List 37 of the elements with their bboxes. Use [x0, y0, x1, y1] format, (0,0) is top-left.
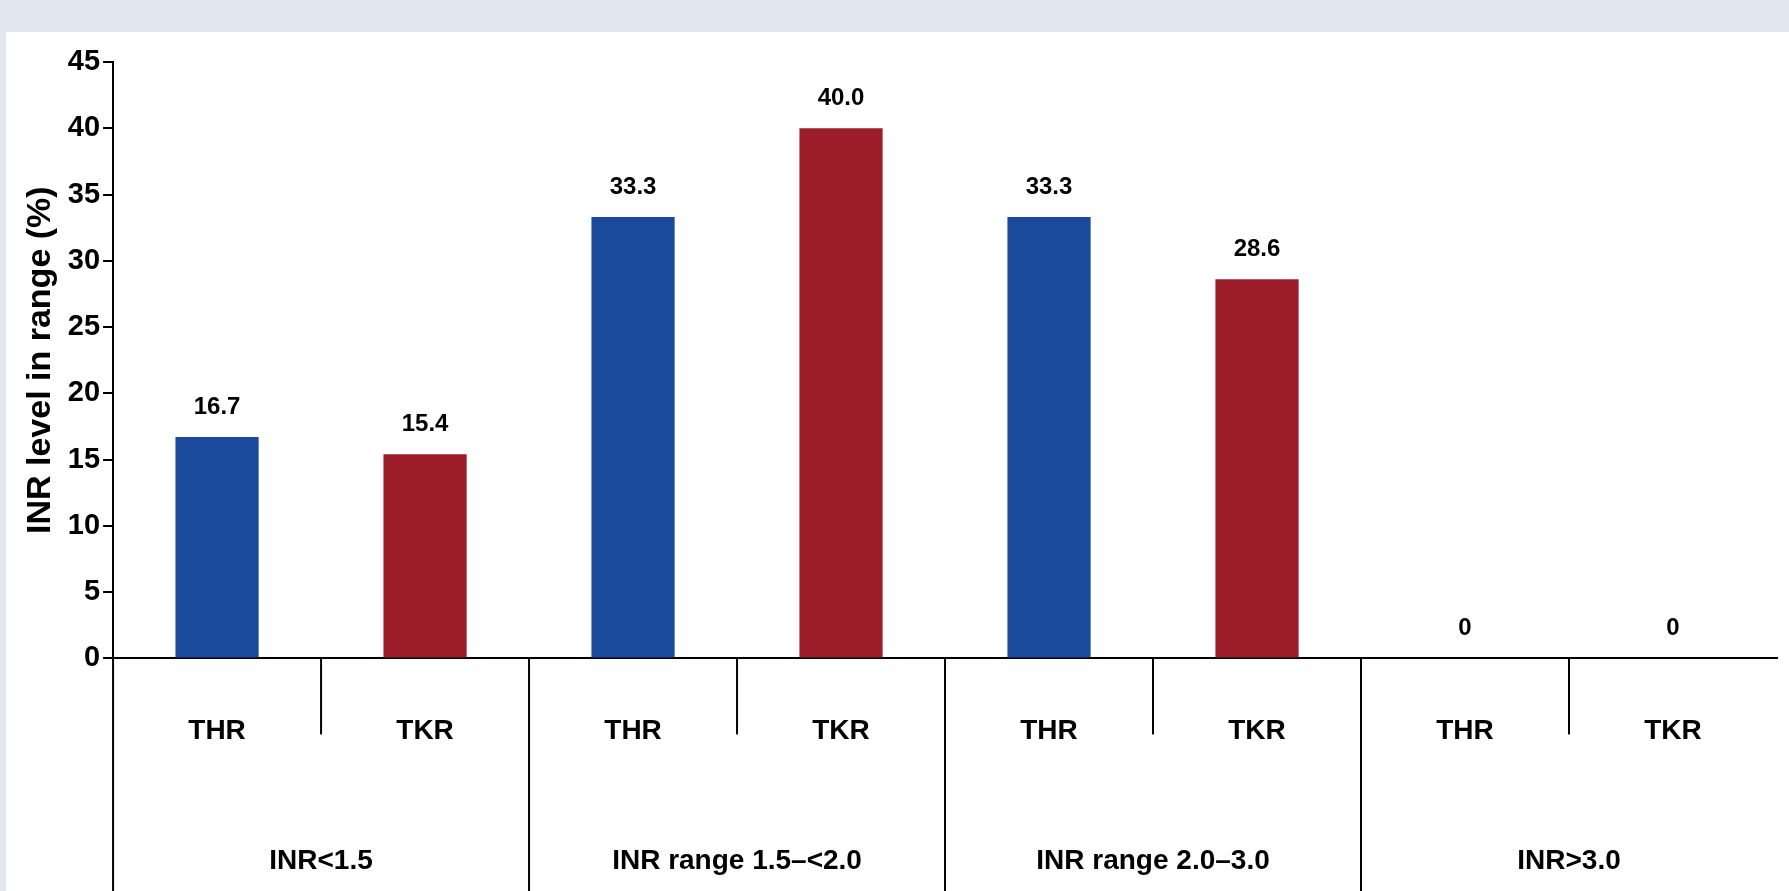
bar [175, 437, 259, 658]
y-tick-label: 40 [67, 110, 101, 143]
x-tick-label: THR [1020, 713, 1078, 745]
data-label: 0 [1458, 613, 1472, 641]
text: INR range 2.0–3.0 [1036, 843, 1270, 875]
y-axis-title: INR level in range (%) [18, 186, 57, 535]
data-label: 33.3 [1025, 171, 1073, 199]
y-tick-label: 35 [67, 176, 101, 209]
data-label: 28.6 [1233, 233, 1281, 261]
y-tick-label: 30 [67, 242, 101, 275]
text: INR range 1.5–<2.0 [612, 843, 862, 875]
bar [1007, 217, 1091, 658]
y-tick-label: 15 [67, 441, 101, 474]
bar [591, 217, 675, 658]
x-tick-label: TKR [1644, 713, 1702, 745]
bar [1215, 279, 1299, 658]
text: INR<1.5 [269, 843, 373, 875]
x-tick-label: THR [1436, 713, 1494, 745]
data-label: 15.4 [401, 408, 450, 436]
y-tick-label: 25 [67, 309, 101, 342]
y-tick-label: 10 [67, 507, 101, 540]
x-tick-label: TKR [396, 713, 454, 745]
y-tick-label: 0 [83, 640, 101, 673]
text: INR>3.0 [1517, 843, 1621, 875]
x-tick-label: TKR [812, 713, 870, 745]
data-label: 0 [1666, 613, 1680, 641]
bar [799, 128, 883, 658]
y-tick-label: 45 [67, 44, 101, 76]
data-label: 16.7 [193, 391, 241, 419]
x-tick-label: TKR [1228, 713, 1286, 745]
data-label: 33.3 [609, 171, 657, 199]
y-tick-label: 20 [67, 375, 101, 408]
x-tick-label: THR [604, 713, 662, 745]
y-tick-label: 5 [83, 574, 101, 607]
data-label: 40.0 [817, 82, 865, 110]
x-tick-label: THR [188, 713, 246, 745]
bar [383, 454, 467, 658]
